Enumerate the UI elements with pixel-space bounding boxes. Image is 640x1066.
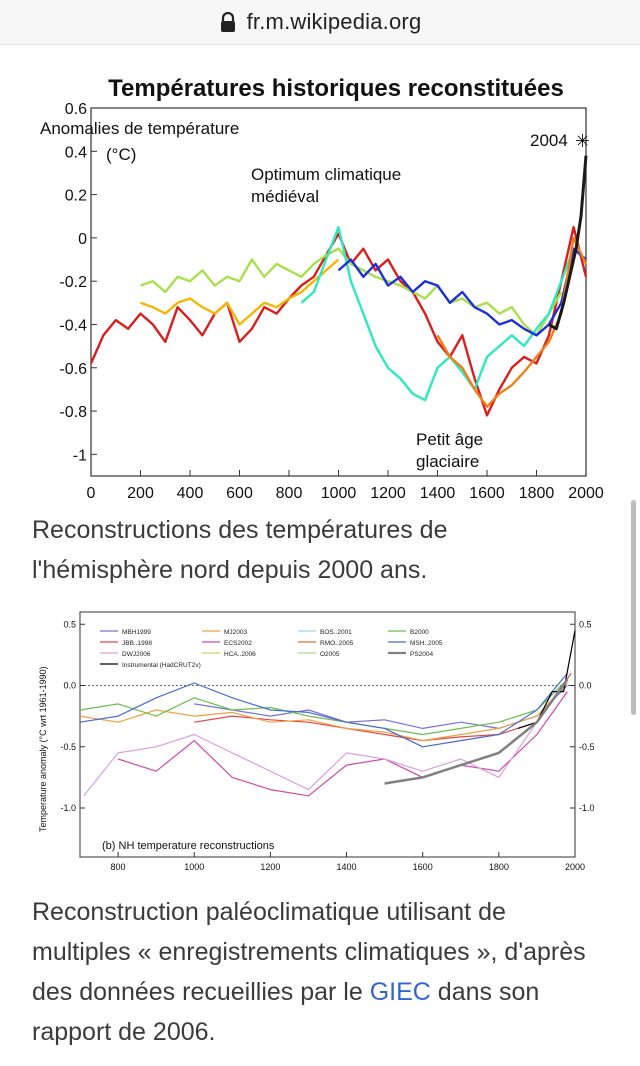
legend-label: JBB..1998 <box>122 640 152 647</box>
y-tick-label: 0.4 <box>65 144 87 161</box>
y-tick-label: -1 <box>73 447 87 464</box>
x-tick-label-2: 1200 <box>260 862 280 872</box>
legend-label: O2005 <box>320 651 340 658</box>
series2-line-3 <box>83 679 568 797</box>
x-tick-label-2: 1800 <box>489 862 509 872</box>
url-text[interactable]: fr.m.wikipedia.org <box>246 9 422 34</box>
y-axis-label-2: Temperature anomaly (°C wrt 1961-1990) <box>38 666 48 832</box>
x-tick-label-2: 1000 <box>184 862 204 872</box>
legend-label: DWJ2006 <box>122 651 151 658</box>
x-tick-label: 600 <box>226 485 253 502</box>
y-axis-label-line1: Anomalies de température <box>40 119 239 138</box>
y-tick-label: 0.6 <box>65 101 87 118</box>
star-marker-icon: ✳ <box>575 131 590 151</box>
annotation-medieval-line1: Optimum climatique <box>251 165 401 184</box>
series-line-1 <box>89 225 588 417</box>
y-tick-label-right: 0.5 <box>579 619 592 629</box>
temperature-reconstruction-chart[interactable]: Températures historiques reconstituées 0… <box>28 62 608 502</box>
y-tick-label-left: 0.5 <box>63 619 76 629</box>
series2-line-6 <box>79 678 568 736</box>
y-tick-label: -0.8 <box>59 404 87 421</box>
legend-label: B2000 <box>410 629 429 636</box>
y-axis-label-line2: (°C) <box>106 145 136 164</box>
x-tick-label: 1800 <box>519 485 555 502</box>
annotation-lia-line2: glaciaire <box>416 452 479 471</box>
x-tick-label: 800 <box>276 485 303 502</box>
y-tick-label-left: -0.5 <box>60 742 76 752</box>
series-line-3 <box>140 258 340 326</box>
panel-label: (b) NH temperature reconstructions <box>102 840 275 852</box>
x-tick-label: 400 <box>177 485 204 502</box>
legend-label: Instrumental (HadCRUT2v) <box>122 662 201 669</box>
legend-label: PS2004 <box>410 651 434 658</box>
giec-link[interactable]: GIEC <box>369 978 431 1006</box>
series-line-2 <box>140 247 563 337</box>
caption-text-after: dans son rapport de 2006. <box>32 978 540 1046</box>
legend-label: BOS..2001 <box>320 629 352 636</box>
x-axis-ticks: 0 200 400 600 800 1000 1200 1400 1600 1800 2000 <box>87 470 604 502</box>
series2-line-5 <box>79 682 568 742</box>
legend-label: MSH..2005 <box>410 640 443 647</box>
x-tick-label: 1400 <box>420 485 456 502</box>
series-line-7 <box>548 155 588 331</box>
x-tick-label: 2000 <box>568 485 604 502</box>
legend-label: ECS2002 <box>224 640 252 647</box>
figure2-caption: Reconstruction paléoclimatique utilisant… <box>32 892 592 1052</box>
x-tick-label-2: 1600 <box>413 862 433 872</box>
series2-line-9 <box>384 678 569 785</box>
figure1-caption: Reconstructions des températures de l'hé… <box>32 516 448 584</box>
legend-label: RMO..2005 <box>320 640 354 647</box>
series-lines <box>89 155 588 417</box>
y-axis-ticks: 0.6 0.4 0.2 0 -0.2 -0.4 -0.6 -0.8 -1 <box>59 101 97 464</box>
lock-icon <box>220 12 235 32</box>
scrollbar[interactable] <box>631 500 636 715</box>
annotation-medieval-line2: médiéval <box>251 187 319 206</box>
x-tick-label-2: 2000 <box>565 862 585 872</box>
series-lines-2 <box>79 630 576 797</box>
y-tick-label-left: -1.0 <box>60 803 76 813</box>
x-tick-label-2: 1400 <box>337 862 357 872</box>
y-tick-label: -0.6 <box>59 361 87 378</box>
y-tick-label-left: 0.0 <box>63 681 76 691</box>
x-tick-label: 1600 <box>469 485 505 502</box>
series2-line-8 <box>517 630 576 729</box>
y-tick-label: -0.4 <box>59 317 87 334</box>
y-tick-label-right: -0.5 <box>579 742 595 752</box>
series2-line-2 <box>117 691 568 797</box>
ipcc-reconstruction-chart[interactable]: 0.5 0.0 -0.5 -1.0 0.5 0.0 -0.5 -1.0 800 1000 1200 1… <box>30 604 610 886</box>
y-tick-label: 0.2 <box>65 188 87 205</box>
series-line-5 <box>337 247 587 337</box>
legend-label: MBH1999 <box>122 629 151 636</box>
x-tick-label-2: 800 <box>111 862 126 872</box>
y-tick-label: -0.2 <box>59 274 87 291</box>
legend-label: HCA..2006 <box>224 651 256 658</box>
x-tick-label: 200 <box>127 485 154 502</box>
annotation-lia-line1: Petit âge <box>416 430 483 449</box>
axis-ticks-2: 0.5 0.0 -0.5 -1.0 0.5 0.0 -0.5 -1.0 800 1000 1200 1… <box>60 619 594 872</box>
y-tick-label-right: 0.0 <box>579 681 592 691</box>
annotation-2004: 2004 <box>530 131 568 150</box>
x-tick-label: 1200 <box>370 485 406 502</box>
plot-area <box>90 107 587 477</box>
series2-line-7 <box>79 672 568 748</box>
legend: MBH1999 MJ2003 BOS..2001 B2000 JBB..1998 ECS2… <box>100 629 443 669</box>
x-tick-label: 1000 <box>321 485 357 502</box>
y-tick-label: 0 <box>78 231 87 248</box>
x-tick-label: 0 <box>87 485 96 502</box>
y-tick-label-right: -1.0 <box>579 803 595 813</box>
caption-text-before: Reconstruction paléoclimatique utilisant… <box>32 898 586 1006</box>
address-bar[interactable]: fr.m.wikipedia.org <box>0 0 640 45</box>
chart-title: Températures historiques reconstituées <box>108 75 564 102</box>
legend-label: MJ2003 <box>224 629 248 636</box>
